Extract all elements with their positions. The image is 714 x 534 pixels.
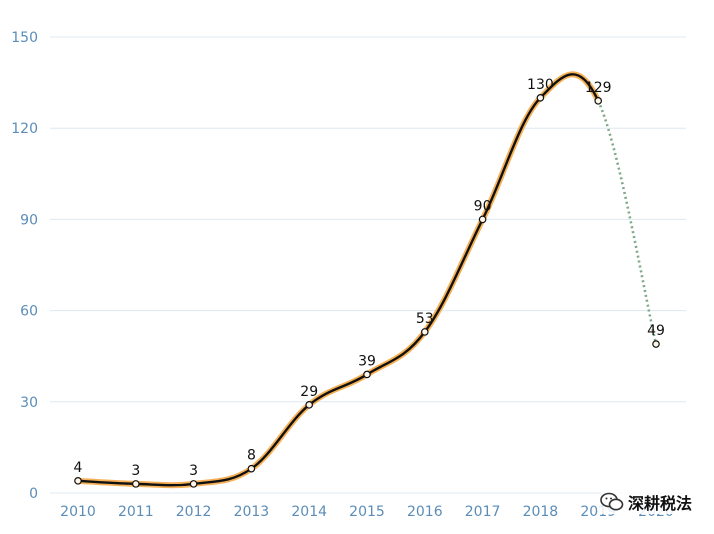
data-point — [305, 401, 314, 409]
x-tick-label: 2011 — [118, 504, 154, 520]
x-tick-label: 2015 — [349, 504, 385, 520]
y-tick-label: 150 — [11, 30, 38, 46]
series-line-projected — [597, 100, 658, 345]
data-label: 130 — [527, 77, 554, 93]
data-label: 49 — [647, 323, 665, 339]
data-label: 39 — [358, 353, 376, 369]
data-point — [74, 477, 82, 485]
data-point — [536, 94, 545, 102]
series-line — [75, 71, 658, 489]
wechat-icon — [600, 492, 624, 511]
x-tick-label: 2017 — [465, 504, 501, 520]
data-label: 129 — [585, 80, 612, 96]
y-tick-label: 120 — [11, 121, 38, 137]
x-tick-label: 2014 — [291, 504, 327, 520]
data-labels: 4 3 3 8 29 39 53 90 130 129 49 — [74, 77, 665, 479]
y-tick-label: 60 — [20, 304, 38, 320]
data-point — [132, 480, 140, 488]
data-point — [478, 215, 487, 224]
x-tick-label: 2016 — [407, 504, 443, 520]
y-tick-label: 0 — [29, 486, 38, 502]
series-points — [74, 94, 660, 488]
x-tick-label: 2012 — [176, 504, 212, 520]
data-point — [594, 97, 603, 105]
gridlines — [50, 36, 686, 494]
data-label: 3 — [189, 463, 198, 479]
y-tick-label: 30 — [20, 395, 38, 411]
data-label: 3 — [131, 463, 140, 479]
watermark-text: 深耕税法 — [627, 494, 692, 513]
x-axis-ticks: 2010 2011 2012 2013 2014 2015 2016 2017 2018 2019… — [60, 504, 674, 520]
series-line-glow — [75, 71, 602, 489]
y-axis-ticks: 0 30 60 90 120 150 — [11, 30, 38, 502]
data-point — [247, 464, 256, 473]
data-point — [363, 370, 371, 379]
data-label: 53 — [416, 311, 434, 327]
x-tick-label: 2018 — [523, 504, 559, 520]
data-point — [652, 340, 660, 348]
y-tick-label: 90 — [20, 212, 38, 228]
data-point — [420, 328, 429, 336]
data-label: 29 — [300, 384, 318, 400]
x-tick-label: 2010 — [60, 504, 96, 520]
watermark: 深耕税法 — [599, 490, 692, 514]
data-label: 4 — [74, 460, 83, 476]
data-label: 90 — [474, 198, 492, 214]
x-tick-label: 2013 — [234, 504, 270, 520]
data-label: 8 — [247, 448, 256, 464]
data-point — [189, 480, 198, 488]
